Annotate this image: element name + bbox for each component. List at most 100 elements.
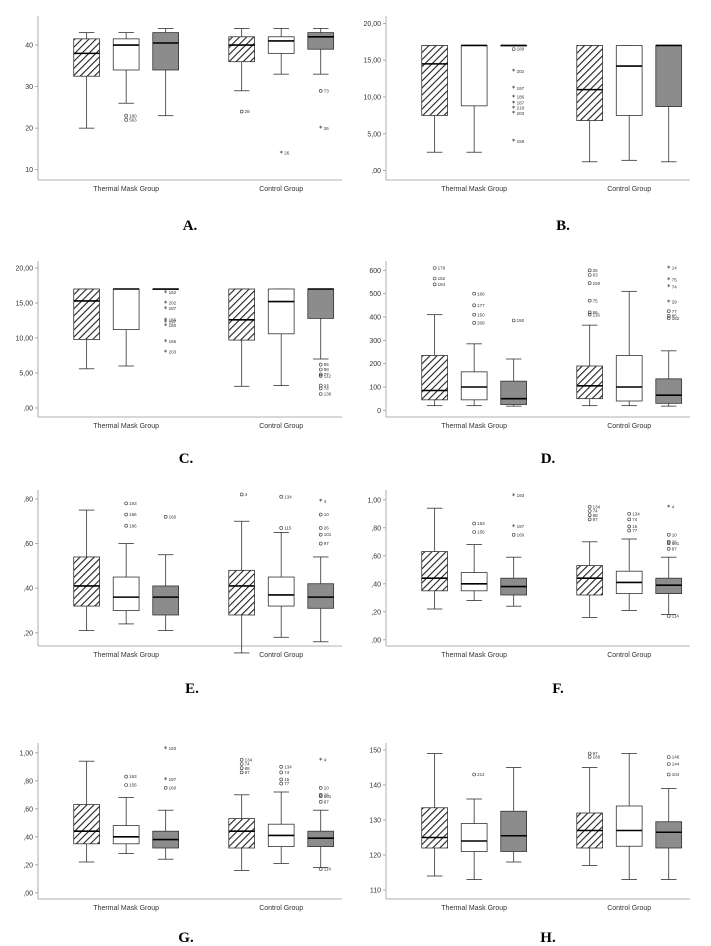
- box-hatched: [228, 288, 255, 387]
- outlier-label: 75: [672, 277, 678, 282]
- y-tick-label: 10,00: [15, 336, 33, 343]
- box-white: 166 177 150 209: [460, 291, 488, 407]
- y-tick-label: ,40: [23, 834, 33, 841]
- outlier-label: 14: [672, 266, 678, 271]
- outlier-point: [318, 372, 323, 377]
- outlier-label: 203: [517, 111, 525, 116]
- outlier-label: 186: [129, 523, 137, 528]
- outlier-point: [239, 757, 244, 762]
- outlier-point: [318, 785, 323, 790]
- y-tick-label: ,00: [23, 406, 33, 413]
- group-label-control: Control Group: [259, 186, 303, 193]
- box-hatched: [73, 32, 100, 129]
- outlier-label: 202: [517, 69, 525, 74]
- outlier-label: 144: [672, 762, 680, 767]
- y-tick-label: ,20: [371, 609, 381, 616]
- box-hatched: [421, 507, 448, 610]
- outlier-extreme: *: [512, 110, 516, 118]
- outlier-label: 214: [477, 772, 485, 777]
- outlier-label: 4: [672, 504, 675, 509]
- y-tick-label: 20,00: [15, 266, 33, 273]
- outlier-label: 150: [477, 312, 485, 317]
- outlier-label: 162: [438, 276, 446, 281]
- outlier-point: [511, 532, 516, 537]
- outlier-label: 15: [284, 777, 290, 782]
- panel-label: H.: [540, 930, 556, 946]
- box-iqr: [73, 288, 100, 340]
- box-iqr: [307, 288, 335, 319]
- box-iqr: [655, 45, 683, 107]
- outlier-label: 197: [517, 86, 525, 91]
- box-gray: [152, 28, 179, 117]
- box-iqr: [267, 36, 295, 54]
- outlier-label: 88: [593, 513, 599, 518]
- outlier-label: 77: [672, 309, 678, 314]
- outlier-label: 134: [284, 764, 292, 769]
- outlier-label: 116: [593, 312, 601, 317]
- outlier-label: 162: [169, 290, 177, 295]
- group-label-thermal: Thermal Mask Group: [441, 423, 507, 430]
- panel-label: F.: [552, 681, 564, 697]
- y-tick-label: 10,00: [363, 95, 381, 102]
- outlier-label: 563: [129, 117, 137, 122]
- outlier-point: [666, 762, 671, 766]
- box-iqr: [112, 38, 140, 71]
- outlier-label: 160: [169, 323, 177, 328]
- box-hatched: [73, 760, 100, 863]
- chart-panel-4: 0 100 200 300 400 500 600 Thermal Mask Group Con…: [369, 261, 690, 467]
- outlier-label: 134: [284, 494, 292, 499]
- outlier-point: [279, 770, 284, 775]
- y-tick-label: 300: [369, 338, 381, 345]
- outlier-point: [318, 794, 323, 799]
- outlier-label: 114: [672, 614, 680, 619]
- outlier-point: [627, 511, 632, 516]
- outlier-label: 74: [672, 284, 678, 289]
- box-iqr: [228, 818, 255, 849]
- outlier-extreme: *: [164, 776, 168, 784]
- box-iqr: [228, 36, 255, 63]
- outlier-label: 97: [324, 541, 330, 546]
- outlier-label: 115: [284, 526, 292, 531]
- box-iqr: [460, 45, 488, 107]
- outlier-label: 189: [517, 47, 525, 52]
- outlier-point: [318, 792, 323, 797]
- box-gray: 160: [152, 514, 179, 632]
- outlier-label: 4: [324, 757, 327, 762]
- outlier-point: [587, 751, 592, 756]
- y-tick-label: 1,00: [19, 750, 33, 757]
- outlier-label: 101: [324, 794, 332, 799]
- outlier-point: [124, 774, 128, 779]
- outlier-point: [318, 367, 323, 372]
- outlier-label: 97: [593, 751, 599, 756]
- box-hatched: [421, 45, 448, 153]
- y-tick-label: 600: [369, 268, 381, 275]
- outlier-point: [627, 524, 632, 529]
- outlier-label: 77: [324, 372, 330, 377]
- outlier-label: 26: [324, 792, 330, 797]
- outlier-point: [239, 762, 244, 766]
- outlier-label: 114: [324, 867, 332, 872]
- box-iqr: [500, 810, 528, 852]
- box-hatched: [421, 753, 448, 877]
- outlier-extreme: *: [512, 85, 516, 93]
- outlier-label: 74: [632, 517, 638, 522]
- chart-panel-5: ,20 ,40 ,60 ,80 Thermal Mask Group Control Gr…: [23, 490, 342, 697]
- box-hatched: [73, 288, 100, 370]
- y-tick-label: ,00: [371, 168, 381, 175]
- outlier-point: [318, 512, 323, 517]
- box-iqr: [615, 355, 643, 402]
- box-gray: [655, 44, 683, 163]
- y-tick-label: 400: [369, 315, 381, 322]
- y-tick-label: 10: [25, 167, 33, 174]
- group-label-thermal: Thermal Mask Group: [441, 905, 507, 912]
- outlier-point: [432, 266, 437, 270]
- box-hatched: 4: [228, 492, 255, 654]
- box-white: [460, 44, 488, 153]
- box-iqr: [655, 378, 683, 404]
- outlier-label: 186: [517, 95, 525, 100]
- box-white: [267, 288, 295, 387]
- outlier-point: [587, 513, 592, 518]
